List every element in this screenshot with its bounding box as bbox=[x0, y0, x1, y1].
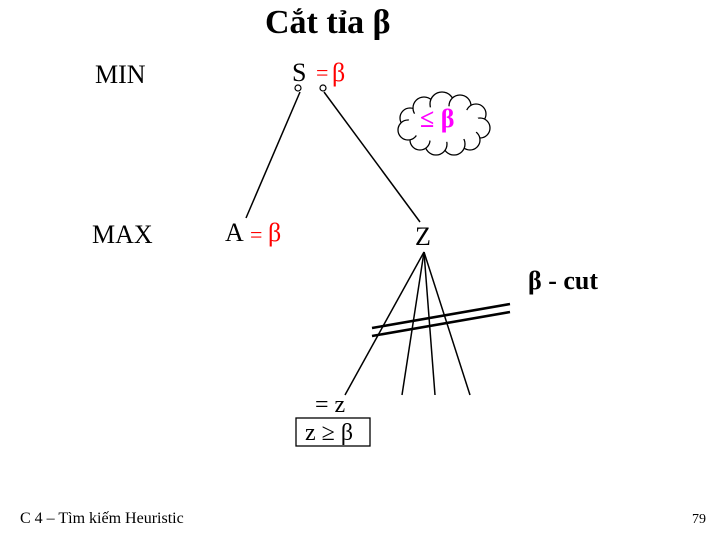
node-a: A bbox=[225, 218, 244, 248]
footer-left: C 4 – Tìm kiếm Heuristic bbox=[20, 510, 184, 528]
s-beta: β bbox=[332, 58, 345, 88]
beta-cut-label: β - cut bbox=[528, 266, 598, 296]
footer-page: 79 bbox=[692, 512, 706, 528]
a-eq: = bbox=[250, 222, 262, 248]
a-beta: β bbox=[268, 218, 281, 248]
label-min: MIN bbox=[95, 60, 146, 90]
eq-z-label: = z bbox=[315, 392, 345, 419]
z-ineq-label: z ≥ β bbox=[305, 420, 353, 447]
title: Cắt tỉa β bbox=[265, 4, 391, 42]
diagram-stage: Cắt tỉa β MIN MAX S = β A = β Z ≤ β β - … bbox=[0, 0, 720, 540]
node-s: S bbox=[292, 58, 306, 88]
s-eq: = bbox=[316, 60, 328, 86]
node-z: Z bbox=[415, 222, 431, 252]
cloud-label: ≤ β bbox=[420, 104, 454, 134]
label-max: MAX bbox=[92, 220, 153, 250]
